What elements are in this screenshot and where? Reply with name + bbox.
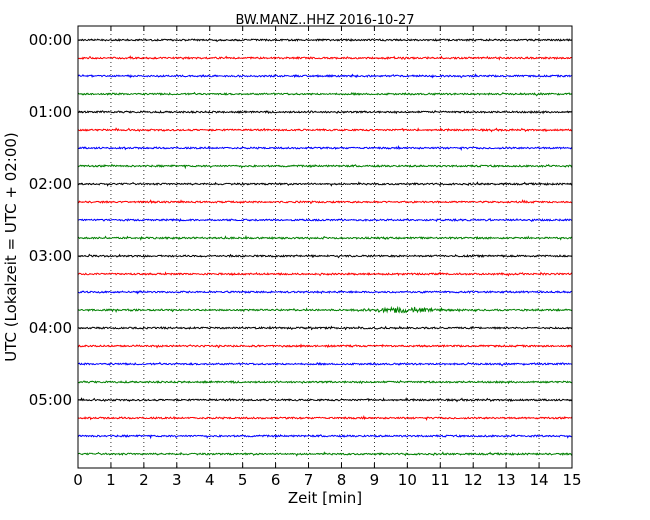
trace-0330 <box>77 289 573 295</box>
y-axis-label: UTC (Lokalzeit = UTC + 02:00) <box>2 132 20 362</box>
trace-0500 <box>77 397 573 403</box>
x-tick-label-8: 8 <box>337 471 347 489</box>
x-tick-label-1: 1 <box>106 471 116 489</box>
trace-0300 <box>77 253 573 259</box>
x-tick-label-3: 3 <box>172 471 182 489</box>
y-tick-label-04:00: 04:00 <box>29 319 72 337</box>
x-tick-label-14: 14 <box>530 471 549 489</box>
trace-0145 <box>77 163 573 170</box>
trace-0030 <box>77 73 573 79</box>
trace-0445 <box>77 379 573 385</box>
y-tick-label-03:00: 03:00 <box>29 247 72 265</box>
trace-0000 <box>77 37 573 43</box>
trace-0400 <box>77 325 573 331</box>
trace-0515 <box>77 414 573 422</box>
x-tick-label-4: 4 <box>205 471 215 489</box>
trace-0015 <box>77 55 573 61</box>
trace-0230 <box>77 217 573 223</box>
trace-group <box>77 37 573 457</box>
y-tick-labels: 00:00 01:00 02:00 03:00 04:00 05:00 <box>29 31 72 409</box>
axis-ticks <box>77 26 573 468</box>
x-axis-label: Zeit [min] <box>288 489 362 507</box>
x-tick-label-15: 15 <box>562 471 581 489</box>
y-tick-label-02:00: 02:00 <box>29 175 72 193</box>
trace-0100 <box>77 109 573 115</box>
trace-0415 <box>77 343 573 349</box>
trace-0430 <box>77 361 573 367</box>
trace-0245 <box>77 234 573 241</box>
y-tick-label-01:00: 01:00 <box>29 103 72 121</box>
y-tick-label-05:00: 05:00 <box>29 391 72 409</box>
x-tick-label-13: 13 <box>497 471 516 489</box>
x-tick-label-11: 11 <box>431 471 450 489</box>
trace-0115 <box>77 127 573 133</box>
x-tick-label-5: 5 <box>238 471 248 489</box>
trace-0315 <box>77 271 573 277</box>
x-tick-label-0: 0 <box>73 471 83 489</box>
trace-0200 <box>77 181 573 187</box>
x-tick-label-10: 10 <box>398 471 417 489</box>
y-tick-label-00:00: 00:00 <box>29 31 72 49</box>
trace-0130 <box>77 144 573 152</box>
trace-0530 <box>77 433 573 440</box>
x-tick-label-7: 7 <box>304 471 314 489</box>
chart-title: BW.MANZ..HHZ 2016-10-27 <box>235 13 414 28</box>
grid-lines <box>110 26 540 468</box>
x-tick-label-9: 9 <box>370 471 380 489</box>
x-tick-label-12: 12 <box>464 471 483 489</box>
trace-0545 <box>77 451 573 457</box>
trace-0045 <box>77 91 573 97</box>
x-tick-label-6: 6 <box>271 471 281 489</box>
trace-0345 <box>77 305 573 314</box>
plot-frame <box>77 25 573 469</box>
trace-0215 <box>77 199 573 205</box>
x-tick-labels: 0 1 2 3 4 5 6 7 8 9 10 11 12 13 14 15 <box>73 471 581 489</box>
x-tick-label-2: 2 <box>139 471 149 489</box>
